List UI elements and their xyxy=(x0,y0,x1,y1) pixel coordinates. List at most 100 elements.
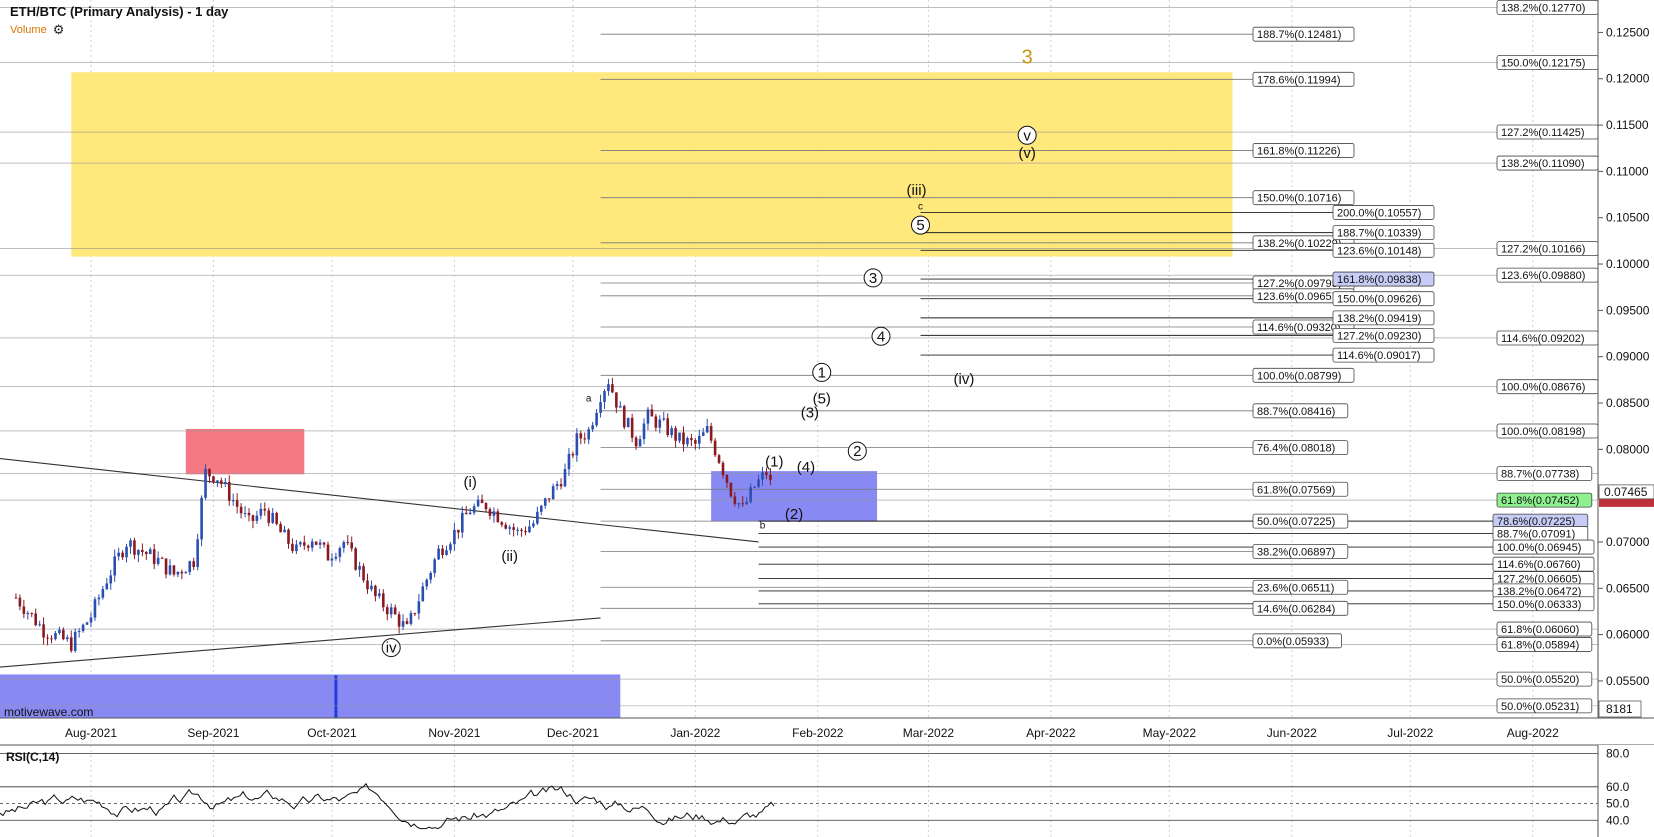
wave-label: (4) xyxy=(797,459,815,476)
fib-label: 161.8%(0.11226) xyxy=(1257,145,1341,157)
last-price-label: 0.07465 xyxy=(1604,485,1648,499)
candle-body xyxy=(753,486,756,488)
rsi-panel: 80.0 60.0 50.0 40.0 xyxy=(0,745,1654,837)
candle-body xyxy=(113,556,116,576)
fib-label-box xyxy=(1332,225,1435,241)
y-tick-label: 0.06000 xyxy=(1606,628,1650,642)
volume-label[interactable]: Volume xyxy=(10,24,47,36)
candle-body xyxy=(761,472,764,480)
candle-body xyxy=(34,613,37,626)
candle-body xyxy=(156,557,160,564)
x-tick-label: Jan-2022 xyxy=(670,726,720,740)
candle-body xyxy=(662,418,666,420)
candle-body xyxy=(322,542,326,545)
x-tick-label: Mar-2022 xyxy=(903,726,955,740)
candle-body xyxy=(299,542,302,545)
chart-title: ETH/BTC (Primary Analysis) - 1 day xyxy=(10,4,229,19)
rsi-tick-label: 50.0 xyxy=(1606,797,1630,811)
candle-body xyxy=(571,453,575,456)
candle-body xyxy=(326,544,330,561)
candle-body xyxy=(81,624,85,632)
candle-body xyxy=(690,438,693,441)
wave-label: 3 xyxy=(869,270,877,287)
fib-label: 100.0%(0.08799) xyxy=(1257,370,1341,382)
x-tick-label: Nov-2021 xyxy=(428,726,480,740)
fib-label: 150.0%(0.10716) xyxy=(1257,193,1341,205)
wave-circle xyxy=(1017,125,1037,145)
trend-lines xyxy=(0,458,759,668)
candle-body xyxy=(306,545,310,548)
candle-body xyxy=(358,566,361,570)
y-tick-label: 0.11500 xyxy=(1606,118,1649,132)
candle-body xyxy=(342,542,346,549)
fib-label: 138.2%(0.11090) xyxy=(1501,158,1585,170)
wave-label: v xyxy=(1023,127,1031,144)
candle-body xyxy=(595,412,598,426)
candle-body xyxy=(176,571,180,575)
fib-label-box xyxy=(1252,579,1349,595)
candle-body xyxy=(200,497,203,540)
candle-body xyxy=(366,580,369,590)
candle-body xyxy=(638,439,642,447)
candle-body xyxy=(77,631,81,633)
candle-body xyxy=(765,472,768,475)
fib-label: 50.0%(0.07225) xyxy=(1257,516,1335,528)
fib-label-box xyxy=(1496,621,1593,637)
candle-body xyxy=(105,583,109,590)
candle-body xyxy=(757,479,760,487)
wave-label: (1) xyxy=(765,453,783,470)
fib-label: 114.6%(0.06760) xyxy=(1497,559,1581,571)
candle-body xyxy=(235,500,239,507)
candle-body xyxy=(271,512,274,523)
fib-label: 14.6%(0.06284) xyxy=(1257,603,1335,615)
candle-body xyxy=(579,433,583,439)
candle-body xyxy=(370,585,373,590)
price-axis[interactable]: 0.12500 0.12000 0.11500 0.11000 0.10500 0.100… xyxy=(1597,0,1654,718)
fib-label: 178.6%(0.11994) xyxy=(1257,74,1341,86)
fib-label: 88.7%(0.07091) xyxy=(1497,529,1575,541)
support-zone-blue xyxy=(711,471,878,522)
candle-body xyxy=(769,474,772,480)
candle-body xyxy=(461,512,464,533)
price-candles xyxy=(14,377,772,653)
fib-label: 138.2%(0.12770) xyxy=(1501,2,1585,14)
candle-body xyxy=(180,571,184,574)
candle-body xyxy=(694,440,697,444)
candle-body xyxy=(607,384,610,391)
candle-body xyxy=(310,541,314,548)
candle-body xyxy=(725,474,729,483)
candle-body xyxy=(599,402,602,413)
candle-body xyxy=(520,529,523,531)
candle-body xyxy=(666,418,669,436)
candle-body xyxy=(259,508,263,516)
candle-body xyxy=(216,480,219,483)
fib-labels: 188.7%(0.12481) 178.6%(0.11994) 161.8%(0.1… xyxy=(1252,0,1599,714)
candle-body xyxy=(141,549,144,552)
candle-body xyxy=(619,406,622,408)
gear-icon[interactable]: ⚙ xyxy=(52,22,65,37)
candle-body xyxy=(196,539,199,568)
x-tick-label: Feb-2022 xyxy=(792,726,844,740)
candle-body xyxy=(42,624,45,638)
x-tick-label: Oct-2021 xyxy=(307,726,357,740)
candle-body xyxy=(484,503,488,510)
candle-body xyxy=(457,529,460,533)
fib-label-box xyxy=(1252,319,1355,335)
fib-label-box xyxy=(1332,205,1435,220)
candle-body xyxy=(18,597,22,607)
candle-body xyxy=(567,453,571,470)
y-tick-label: 0.08500 xyxy=(1606,396,1650,410)
wave-label: (iii) xyxy=(907,182,927,199)
fib-label: 161.8%(0.09838) xyxy=(1337,274,1421,286)
fib-label: 50.0%(0.05520) xyxy=(1501,674,1579,686)
candle-body xyxy=(441,548,444,555)
fib-label-box xyxy=(1252,600,1349,616)
brand-watermark: motivewave.com xyxy=(4,705,94,719)
candle-body xyxy=(559,484,563,487)
time-axis[interactable]: Aug-2021 Sep-2021 Oct-2021 Nov-2021 Dec-2021… xyxy=(0,717,1654,746)
candle-body xyxy=(314,541,318,545)
fib-label: 38.2%(0.06897) xyxy=(1257,547,1335,559)
candle-body xyxy=(634,437,638,447)
wave-label: c xyxy=(918,202,923,213)
